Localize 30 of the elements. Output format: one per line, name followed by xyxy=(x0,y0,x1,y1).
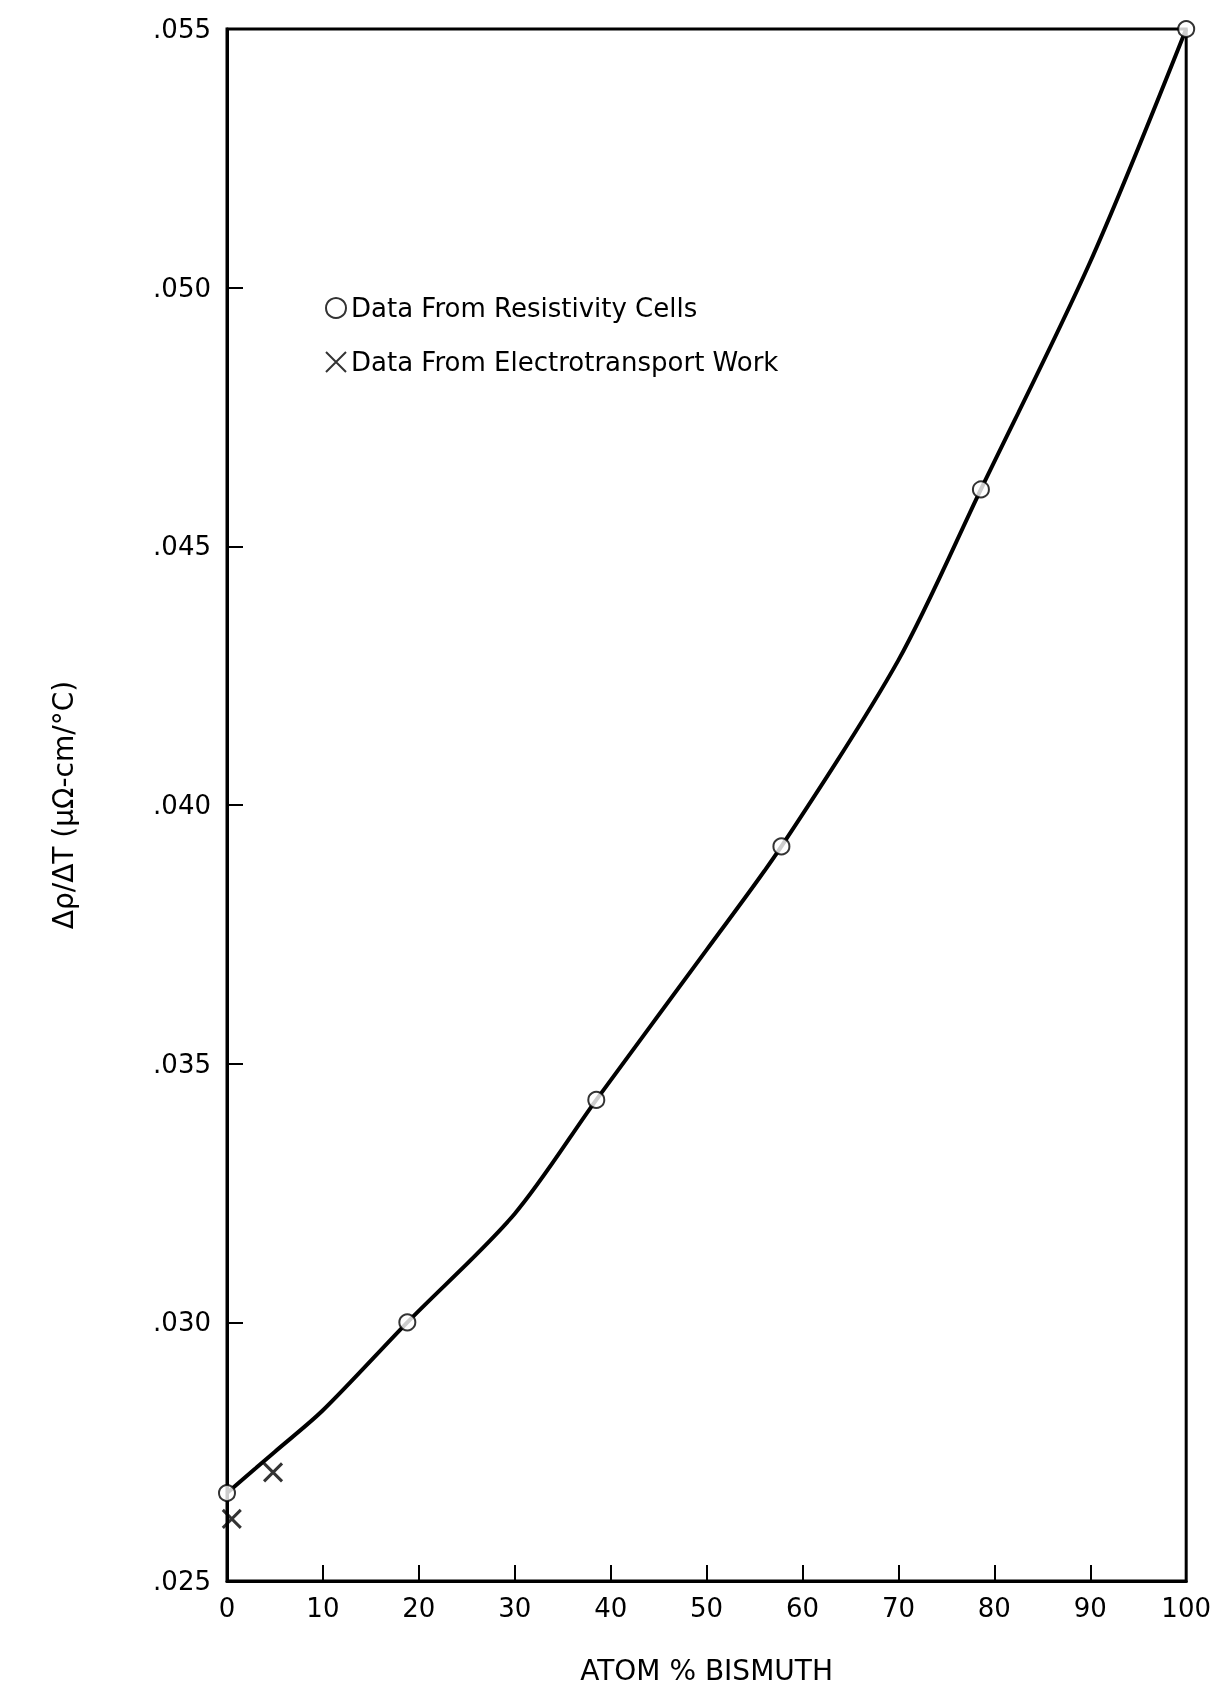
y-tick-label: .040 xyxy=(153,790,211,820)
y-tick-label: .055 xyxy=(153,14,211,44)
point xyxy=(398,1313,417,1332)
x-tick-label: 50 xyxy=(690,1593,724,1623)
x-tick-label: 30 xyxy=(498,1593,532,1623)
point xyxy=(587,1090,606,1109)
legend-label: Data From Electrotransport Work xyxy=(351,347,779,377)
y-tick-label: .050 xyxy=(153,272,211,303)
y-tick-label: .025 xyxy=(153,1566,211,1596)
x-tick-label: 10 xyxy=(306,1593,340,1623)
y-tick-label: .045 xyxy=(153,531,211,562)
x-tick-label: 80 xyxy=(977,1593,1011,1623)
point xyxy=(262,1461,284,1483)
point xyxy=(772,837,791,856)
x-tick-label: 60 xyxy=(785,1593,820,1623)
legend-label: Data From Resistivity Cells xyxy=(351,293,698,323)
y-axis-title: Δρ/ΔT (μΩ-cm/°C) xyxy=(46,680,80,930)
x-tick-label: 90 xyxy=(1073,1593,1107,1623)
x-tick-label: 20 xyxy=(402,1593,436,1623)
x-tick-label: 100 xyxy=(1161,1593,1212,1623)
point xyxy=(971,480,990,499)
x-axis-title: ATOM % BISMUTH xyxy=(580,1653,833,1687)
y-tick-label: .030 xyxy=(153,1307,211,1338)
x-tick-label: 0 xyxy=(218,1593,236,1623)
point xyxy=(1177,20,1196,38)
point xyxy=(218,1484,236,1503)
point xyxy=(221,1508,243,1530)
x-tick-label: 40 xyxy=(594,1593,628,1623)
y-tick-label: .035 xyxy=(153,1048,211,1079)
x-tick-label: 70 xyxy=(881,1593,915,1623)
